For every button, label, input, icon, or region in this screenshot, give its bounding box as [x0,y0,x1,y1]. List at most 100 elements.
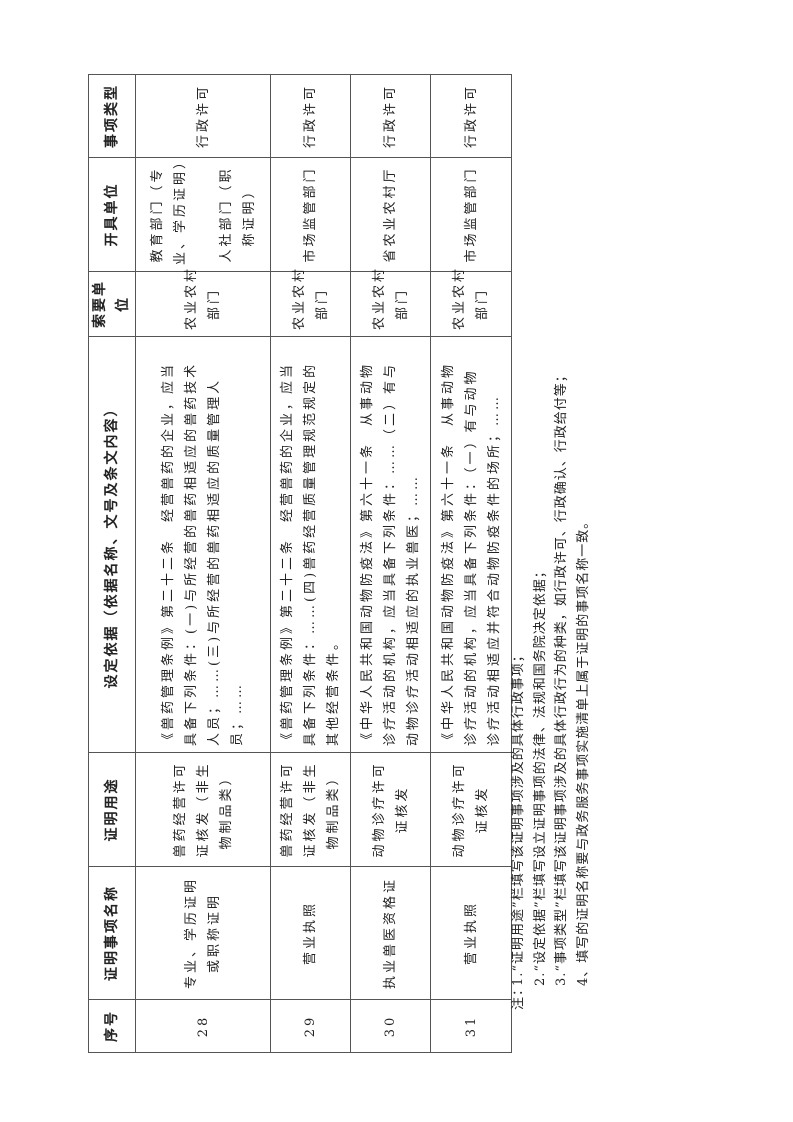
cell-text: 31 [463,1014,479,1038]
cell-basis: 《兽药管理条例》第二十二条 经营兽药的企业，应当 具备下列条件：……(四)兽药经营… [270,336,351,753]
cell-issuer: 教育部门（专 业、学历证明） 人社部门（职 称证明） [135,152,271,272]
cell-text: 《兽药管理条例》第二十二条 经营兽药的企业，应当 [161,361,176,746]
cell-name: 营业执照 [430,866,512,1000]
cell-text: 29 [303,1014,318,1038]
cell-text: 人员；……(三)与所经营的兽药相适应的质量管理人 [207,377,222,746]
cell-text: 兽药经营许可 [172,761,188,858]
cell-text: 具备下列条件：(一)与所经营的兽药相适应的兽药技术 [184,361,199,746]
cell-text: 农业农村 [291,265,307,330]
cell-text [192,164,215,265]
cell-text: 部门 [394,288,410,321]
cell-text: 诊疗活动的机构，应当具备下列条件：（一）有与动物 [463,368,479,746]
cell-text: 诊疗活动的机构，应当具备下列条件：……（二）有与 [383,361,398,746]
table-row: 30 执业兽医资格证 动物诊疗许可 证核发 《中华人民共和国动物防疫法》第六十一条 从事… [350,74,431,1053]
cell-type: 行政许可 [350,74,431,158]
cell-requester: 农业农村 部门 [430,265,512,337]
table-row: 29 营业执照 兽药经营许可 证核发（非生 物制品类） 《兽药管理条例》第二十二条 经营兽… [270,74,351,1053]
cell-issuer: 省农业农村厅 [350,157,431,272]
cell-text: 行政许可 [463,84,479,149]
note-text: 4、填写的证明名称要与政务服务事项实施清单上属于证明的事项名称一致。 [575,514,591,986]
cell-text: 部门 [314,288,330,321]
cell-text: 《中华人民共和国动物防疫法》第六十一条 从事动物 [440,361,456,746]
cell-no: 31 [430,999,512,1053]
cell-text: 证核发（非生 [303,761,318,858]
cell-use: 兽药经营许可 证核发（非生 物制品类） [135,752,271,867]
cell-text: 专业、学历证明 [184,877,199,990]
cell-text: 动物诊疗活动相适应的执业兽医；…… [406,473,421,746]
cell-text: 农业农村 [371,265,387,330]
note-prefix: 注： [511,981,526,1010]
cell-text: 动物诊疗许可 [371,761,387,858]
cell-text: 部门 [475,288,490,321]
cell-text: 员；…… [230,681,245,746]
cell-text: 行政许可 [383,84,398,149]
table-row: 28 专业、学历证明 或职称证明 兽药经营许可 证核发（非生 物制品类） 《兽药管理条例》第… [135,74,271,1053]
cell-text: 业、学历证明） [172,152,188,265]
cell-use: 动物诊疗许可 证核发 [430,752,512,867]
notes: 注： 1.“证明用途”栏填写该证明事项涉及的具体行政事项； 2.“设定依据”栏填写设… [508,368,594,1010]
cell-text: 物制品类） [218,769,234,850]
cell-no: 29 [270,999,351,1053]
note-item: 注： 1.“证明用途”栏填写该证明事项涉及的具体行政事项； [508,368,530,1010]
note-item: 3.“事项类型”栏填写该证明事项涉及的具体行政行为的种类，如行政许可、行政确认、… [551,368,573,1010]
cell-requester: 农业农村 部门 [135,265,271,337]
note-text: 2.“设定依据”栏填写设立证明事项的法律、法规和国务院决定依据； [532,564,548,986]
note-item: 4、填写的证明名称要与政务服务事项实施清单上属于证明的事项名称一致。 [573,368,595,1010]
cell-text: 营业执照 [303,901,318,966]
cell-name: 营业执照 [270,866,351,1000]
cell-text: 《兽药管理条例》第二十二条 经营兽药的企业，应当 [280,361,295,746]
note-text: 3.“事项类型”栏填写该证明事项涉及的具体行政行为的种类，如行政许可、行政确认、… [554,368,569,986]
cell-basis: 《中华人民共和国动物防疫法》第六十一条 从事动物 诊疗活动的机构，应当具备下列条件… [430,336,512,753]
cell-use: 兽药经营许可 证核发（非生 物制品类） [270,752,351,867]
cell-text: 《中华人民共和国动物防疫法》第六十一条 从事动物 [360,361,375,746]
cell-text: 行政许可 [195,84,211,149]
cell-text: 证核发 [394,785,410,834]
header-issuer: 开具单位 [88,157,136,272]
cell-text: 30 [383,1014,398,1038]
cell-text: 动物诊疗许可 [452,761,467,858]
cell-issuer: 市场监管部门 [270,157,351,272]
cell-text: 农业农村 [452,265,467,330]
cell-text: 或职称证明 [207,893,222,974]
cell-text: 称证明） [241,182,257,247]
cell-requester: 农业农村 部门 [350,265,431,337]
note-prefix [573,986,595,1010]
cell-text: 诊疗活动相适应并符合动物防疫条件的场所；…… [486,393,502,746]
cell-requester: 农业农村 部门 [270,265,351,337]
cell-text: 省农业农村厅 [383,166,398,263]
note-prefix [551,986,573,1010]
cell-name: 执业兽医资格证 [350,866,431,1000]
cell-use: 动物诊疗许可 证核发 [350,752,431,867]
cell-text: 市场监管部门 [463,166,479,263]
table-header-row: 序号 证明事项名称 证明用途 设定依据（依据名称、文号及条文内容） 索要单位 开… [88,74,136,1053]
cell-name: 专业、学历证明 或职称证明 [135,866,271,1000]
cell-text: 28 [195,1014,211,1038]
cell-text: 证核发（非生 [195,761,211,858]
header-name: 证明事项名称 [88,866,136,1000]
cell-text: 其他经营条件。 [326,633,341,746]
cell-type: 行政许可 [430,74,512,158]
cell-text: 市场监管部门 [303,166,318,263]
certification-items-table: 序号 证明事项名称 证明用途 设定依据（依据名称、文号及条文内容） 索要单位 开… [88,74,512,1053]
note-text: 1.“证明用途”栏填写该证明事项涉及的具体行政事项； [511,648,526,986]
cell-text: 兽药经营许可 [280,761,295,858]
cell-text: 农业农村 [184,265,199,330]
cell-issuer: 市场监管部门 [430,157,512,272]
cell-type: 行政许可 [135,74,271,158]
header-requester: 索要单位 [88,271,136,337]
header-type: 事项类型 [88,74,136,158]
cell-basis: 《兽药管理条例》第二十二条 经营兽药的企业，应当 具备下列条件：(一)与所经营的兽… [135,336,271,753]
cell-text: 物制品类） [326,769,341,850]
cell-text: 人社部门（职 [218,166,234,263]
cell-text: 执业兽医资格证 [383,877,398,990]
cell-no: 28 [135,999,271,1053]
cell-text: 部门 [207,288,222,321]
cell-text: 具备下列条件：……(四)兽药经营质量管理规范规定的 [303,361,318,746]
cell-text: 教育部门（专 [149,166,165,263]
cell-text: 营业执照 [463,901,479,966]
note-item: 2.“设定依据”栏填写设立证明事项的法律、法规和国务院决定依据； [530,368,552,1010]
header-no: 序号 [88,999,136,1053]
cell-type: 行政许可 [270,74,351,158]
note-prefix [530,986,552,1010]
